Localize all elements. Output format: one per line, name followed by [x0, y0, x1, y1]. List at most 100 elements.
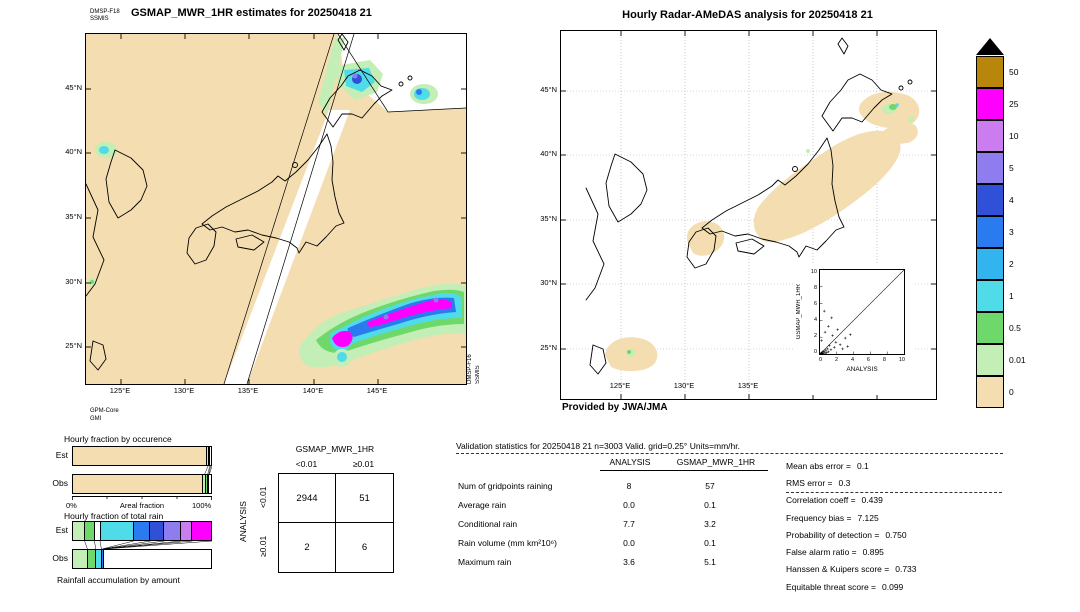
metric-row: Equitable threat score = 0.099	[786, 578, 1004, 595]
total-connectors	[84, 541, 212, 549]
bar-segment	[209, 447, 211, 465]
connector-line	[104, 541, 212, 549]
areal-fraction-axis-ticks	[72, 496, 212, 500]
colorbar-cell	[976, 376, 1004, 408]
tick-label: 10	[898, 357, 905, 363]
contingency-cell-00: 2944	[279, 474, 336, 523]
one-to-one-line	[819, 269, 905, 355]
inset-x-ticks: 0 2 4 6 8 10	[819, 357, 905, 363]
contingency-cell-11: 6	[361, 542, 368, 553]
colorbar-cell	[976, 56, 1004, 88]
occurrence-obs-label: Obs	[52, 478, 68, 488]
left-lat-30: 30°N	[65, 277, 82, 286]
metric-value: 0.099	[882, 581, 904, 592]
connector-line	[102, 541, 151, 549]
left-swath-satellite-label: DMSP-F18	[90, 9, 120, 15]
stats-row-label: Maximum rain	[458, 557, 512, 568]
inset-plot-canvas	[819, 269, 905, 356]
stats-row: Average rain 0.0 0.1	[458, 495, 788, 514]
stats-col-gsmap: GSMAP_MWR_1HR	[676, 457, 756, 467]
colorbar-cell	[976, 280, 1004, 312]
metrics-divider	[786, 492, 1002, 493]
metric-label: Frequency bias =	[786, 512, 852, 523]
bar-segment	[207, 475, 209, 493]
contingency-cell-01: 51	[336, 474, 393, 523]
stats-row: Num of gridpoints raining 8 57	[458, 476, 788, 495]
colorbar-cell	[976, 88, 1004, 120]
connector-line	[209, 466, 212, 474]
left-map	[85, 33, 467, 385]
left-lat-25: 25°N	[65, 341, 82, 350]
colorbar-cells: 50 25 10 5 4 3 2 1 0.5 0.01 0	[976, 56, 1026, 408]
bar-segment	[203, 475, 207, 493]
contingency-title: GSMAP_MWR_1HR	[295, 444, 375, 454]
stats-analysis-value: 3.6	[623, 557, 635, 568]
total-obs-label: Obs	[52, 553, 68, 563]
stats-gsmap-value: 5.1	[704, 557, 716, 568]
occurrence-section-title: Hourly fraction by occurence	[64, 434, 172, 444]
left-swath2-satellite-label: GPM-Core	[90, 408, 119, 414]
stats-gsmap-value: 0.1	[704, 538, 716, 549]
colorbar-label: 25	[1009, 99, 1019, 109]
colorbar-overflow-triangle	[976, 38, 1004, 55]
right-lat-40: 40°N	[540, 149, 557, 158]
metric-label: RMS error =	[786, 477, 833, 488]
connector-line	[208, 466, 211, 474]
stats-analysis-value: 8	[626, 480, 632, 491]
colorbar-label: 0	[1009, 387, 1014, 397]
bar-segment	[191, 522, 211, 540]
contingency-table: 2944 51 2 6	[278, 473, 394, 573]
metric-row: Correlation coeff = 0.439	[786, 492, 1004, 509]
tick-label: 4	[850, 357, 854, 363]
metric-row: False alarm ratio = 0.895	[786, 543, 1004, 560]
stats-analysis-value: 0.0	[623, 499, 635, 510]
total-est-label: Est	[55, 525, 68, 535]
stats-rows: Num of gridpoints raining 8 57 Average rain…	[458, 476, 788, 572]
connector-line	[207, 466, 211, 474]
scatter-points	[819, 309, 852, 356]
connector-line	[103, 541, 193, 549]
left-lat-40: 40°N	[65, 147, 82, 156]
right-map-credit: Provided by JWA/JMA	[562, 402, 668, 413]
stats-gsmap-value: 57	[705, 480, 715, 491]
inset-x-axis-title: ANALYSIS	[846, 366, 878, 373]
stats-gsmap-value: 0.1	[704, 499, 716, 510]
inset-scatter: GSMAP_MWR_1HR 10 8 6 4 2 0 0 2 4 6 8 10 ANALYSIS	[793, 265, 913, 395]
bar-segment	[164, 522, 181, 540]
stats-row-label: Conditional rain	[458, 518, 518, 529]
connector-line	[204, 466, 209, 474]
stats-analysis-value: 0.0	[623, 538, 635, 549]
tick-label: 4	[813, 317, 817, 323]
right-lon-125: 125°E	[609, 381, 631, 390]
bar-segment	[150, 522, 165, 540]
areal-fraction-100: 100%	[192, 501, 212, 510]
tick-label: 2	[834, 357, 839, 363]
stats-divider-top	[456, 453, 1003, 454]
bar-segment	[85, 522, 96, 540]
colorbar-label: 0.5	[1009, 323, 1021, 333]
colorbar-row: 10	[976, 120, 1026, 152]
metric-value: 0.439	[861, 495, 883, 506]
inset-y-axis-title: GSMAP_MWR_1HR	[793, 269, 804, 355]
tick-label: 6	[866, 357, 870, 363]
contingency-cell-10: 2	[279, 523, 336, 572]
left-lon-145: 145°E	[366, 386, 388, 395]
bar-segment	[206, 447, 209, 465]
bar-segment	[95, 522, 101, 540]
colorbar-row: 0.01	[976, 344, 1026, 376]
left-swath3-satellite-label: DMSP-F16	[467, 354, 473, 384]
left-lat-35: 35°N	[65, 212, 82, 221]
stats-title: Validation statistics for 20250418 21 n=…	[456, 441, 740, 451]
areal-fraction-0: 0%	[66, 501, 77, 510]
contingency-row-axis: ANALYSIS	[238, 501, 248, 543]
occurrence-est-bar	[72, 446, 212, 466]
metric-row: RMS error = 0.3	[786, 474, 1004, 491]
metric-label: False alarm ratio =	[786, 547, 857, 558]
colorbar-label: 0.01	[1009, 355, 1026, 365]
connector-line	[94, 541, 97, 549]
stats-metrics: Mean abs error = 0.1 RMS error = 0.3 Correla…	[786, 457, 1004, 595]
bar-segment	[104, 550, 211, 568]
bar-segment	[73, 522, 86, 540]
colorbar-row: 25	[976, 88, 1026, 120]
colorbar-label: 10	[1009, 131, 1019, 141]
